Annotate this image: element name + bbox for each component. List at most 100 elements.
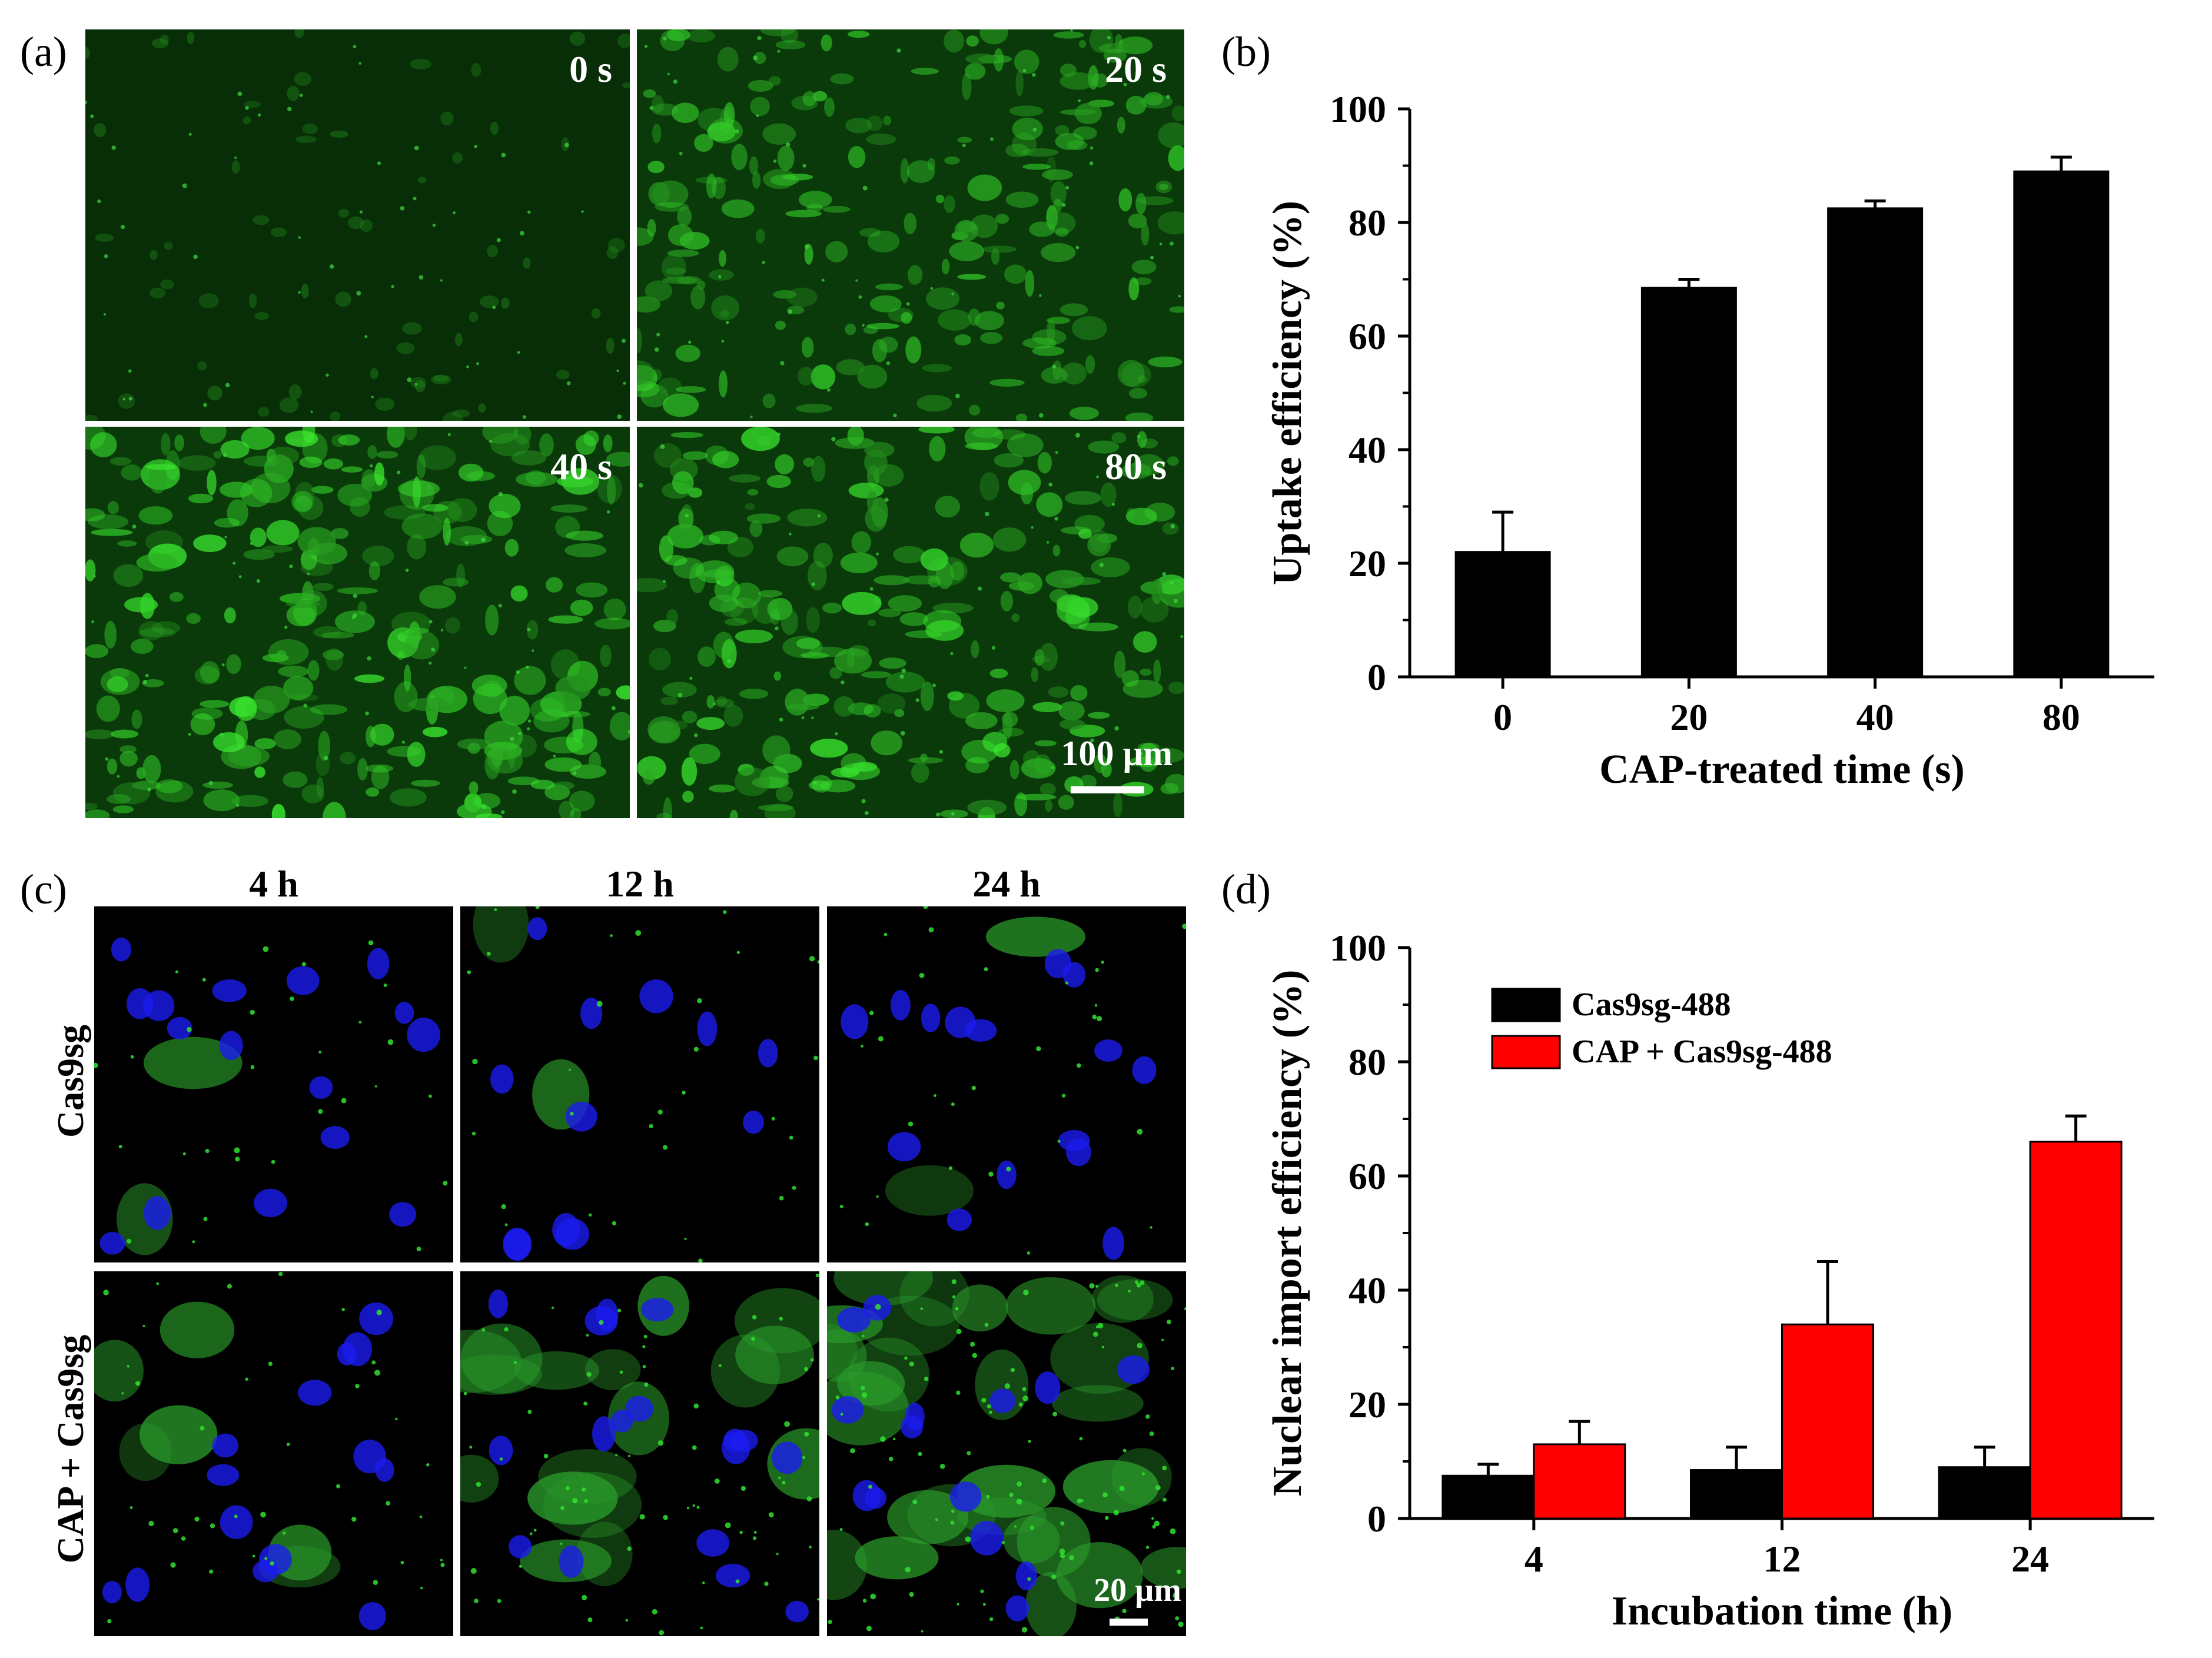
nucleus: [841, 1004, 869, 1039]
cell-blob: [1117, 117, 1125, 134]
nucleus: [1094, 1039, 1122, 1062]
cell-speck: [875, 552, 879, 556]
y-tick-label: 80: [1349, 202, 1386, 244]
cell-speck: [256, 579, 261, 583]
green-dot: [981, 1397, 987, 1403]
green-dot: [170, 1562, 176, 1568]
cell-speck: [289, 564, 293, 569]
cell-blob: [665, 267, 686, 275]
cell-speck: [90, 114, 94, 118]
cytoplasm-blob: [473, 906, 529, 963]
cell-blob: [964, 62, 986, 80]
cell-blob: [762, 735, 791, 765]
cytoplasm-blob: [1140, 1547, 1186, 1589]
cell-blob: [367, 445, 377, 459]
cell-blob: [575, 434, 596, 456]
cell-blob: [597, 474, 622, 504]
cell-blob: [660, 29, 685, 52]
cell-blob: [244, 101, 261, 108]
cell-blob: [155, 780, 194, 803]
cell-speck: [97, 199, 101, 204]
cell-blob: [85, 729, 115, 739]
cell-speck: [1137, 434, 1141, 438]
cell-blob: [533, 709, 570, 733]
green-dot: [476, 1481, 481, 1487]
cell-blob: [478, 403, 486, 413]
cell-speck: [779, 717, 783, 722]
cell-blob: [866, 133, 896, 145]
cell-blob: [813, 543, 833, 568]
cell-blob: [310, 704, 348, 715]
cell-blob: [257, 407, 270, 417]
cell-speck: [326, 373, 329, 377]
cell-blob: [539, 433, 554, 457]
cell-blob: [323, 802, 346, 818]
micrograph-cap-cas9sg-12h: [460, 1271, 819, 1636]
green-dot: [1119, 1486, 1125, 1491]
cell-blob: [226, 654, 241, 675]
cell-blob: [652, 123, 662, 144]
green-dot: [951, 1102, 955, 1107]
cell-blob: [859, 228, 881, 237]
cell-speck: [1163, 461, 1165, 464]
cell-blob: [131, 709, 142, 729]
green-dot: [918, 1451, 922, 1456]
green-dot: [1128, 1290, 1131, 1292]
x-tick-label: 80: [2042, 696, 2080, 738]
green-dot: [234, 1147, 240, 1154]
green-dot: [440, 1563, 445, 1567]
cell-blob: [780, 609, 798, 636]
cell-blob: [1100, 482, 1117, 507]
cell-speck: [1107, 35, 1111, 39]
cytoplasm-blob: [514, 1351, 600, 1390]
cell-blob: [570, 808, 582, 818]
cell-blob: [419, 585, 456, 609]
cell-blob: [112, 805, 134, 813]
time-label-20s: 20 s: [1105, 48, 1167, 90]
green-dot: [736, 951, 740, 954]
green-dot: [560, 1506, 564, 1510]
cell-blob: [452, 409, 470, 418]
green-dot: [955, 1307, 959, 1311]
green-dot: [643, 1334, 647, 1338]
green-dot: [1079, 1437, 1083, 1441]
green-dot: [878, 1036, 884, 1042]
cell-blob: [606, 246, 619, 259]
cell-blob: [594, 617, 630, 630]
cell-blob: [407, 742, 426, 767]
green-dot: [1167, 1320, 1171, 1324]
cell-speck: [464, 666, 467, 669]
cell-blob: [831, 767, 859, 778]
green-dot: [1006, 1167, 1011, 1172]
cell-blob: [271, 803, 285, 818]
green-dot: [809, 956, 815, 962]
cell-blob: [760, 29, 795, 36]
cell-blob: [723, 102, 735, 128]
green-dot: [989, 1617, 994, 1622]
cell-blob: [1045, 570, 1084, 589]
cell-speck: [1051, 766, 1055, 769]
cell-blob: [283, 771, 308, 788]
cell-blob: [847, 31, 870, 38]
green-dot: [951, 1279, 956, 1284]
cell-speck: [861, 799, 866, 803]
cell-blob: [555, 676, 591, 701]
cell-blob: [871, 730, 903, 756]
cell-speck: [501, 810, 505, 814]
cell-blob: [476, 813, 503, 818]
cell-speck: [517, 351, 520, 354]
cell-blob: [1009, 760, 1019, 779]
green-dot: [1057, 1139, 1061, 1143]
green-dot: [1095, 1284, 1099, 1288]
cell-blob: [600, 644, 612, 667]
cell-speck: [498, 603, 502, 607]
green-dot: [810, 1358, 814, 1362]
cell-blob: [214, 518, 240, 528]
cell-speck: [1165, 95, 1170, 99]
green-dot: [971, 1085, 976, 1091]
cell-blob: [190, 713, 215, 736]
green-dot: [203, 1217, 208, 1221]
cell-blob: [708, 530, 738, 544]
green-dot: [740, 1486, 746, 1491]
cell-blob: [1114, 650, 1126, 678]
